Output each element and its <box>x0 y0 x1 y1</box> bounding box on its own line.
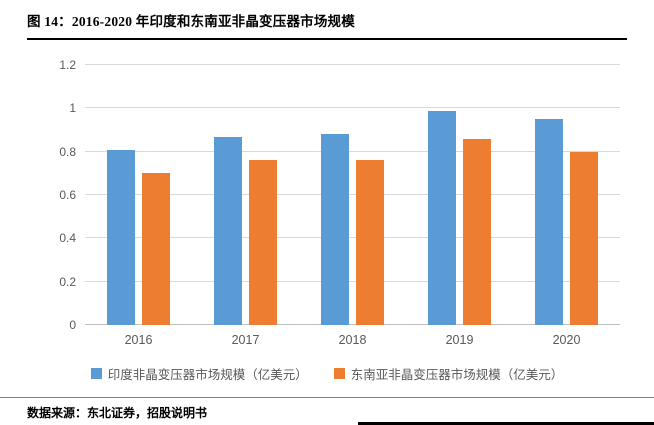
y-axis-tick-label: 1.2 <box>59 58 76 72</box>
x-axis-labels: 2016 2017 2018 2019 2020 <box>85 333 620 347</box>
chart-legend: 印度非晶变压器市场规模（亿美元） 东南亚非晶变压器市场规模（亿美元） <box>0 364 654 383</box>
bar-group-2017 <box>192 65 299 325</box>
y-axis-tick-label: 0.8 <box>59 144 76 159</box>
y-axis-tick-label: 0.2 <box>59 274 76 289</box>
y-axis-tick-label: 0 <box>69 318 76 332</box>
bar <box>570 151 598 325</box>
bar <box>321 134 349 325</box>
bar-groups <box>85 65 620 325</box>
bar <box>214 136 242 325</box>
bar <box>356 160 384 325</box>
gridline <box>85 237 620 239</box>
gridline <box>85 280 620 282</box>
y-axis-tick-label: 0.4 <box>59 231 76 246</box>
figure-title: 图 14：2016-2020 年印度和东南亚非晶变压器市场规模 <box>27 14 355 29</box>
gridline <box>85 64 620 65</box>
gridline <box>85 150 620 152</box>
figure-header: 图 14：2016-2020 年印度和东南亚非晶变压器市场规模 <box>27 10 627 40</box>
x-axis-tick-label: 2020 <box>552 333 581 347</box>
bar <box>428 110 456 325</box>
legend-swatch-icon <box>90 368 102 379</box>
y-axis-tick-label: 0.6 <box>59 188 76 202</box>
bar-chart-plot-area: 0 0.2 0.4 0.6 0.8 1 1.2 <box>59 58 620 332</box>
bar <box>249 160 277 325</box>
legend-swatch-icon <box>333 368 345 379</box>
x-axis-tick-label: 2019 <box>445 333 474 347</box>
bar-group-2018 <box>299 65 406 325</box>
legend-label: 东南亚非晶变压器市场规模（亿美元） <box>350 368 564 382</box>
bar <box>107 149 135 325</box>
gridline <box>85 194 620 195</box>
x-axis-tick-label: 2018 <box>338 333 367 347</box>
bar-group-2016 <box>85 65 192 325</box>
footer-divider <box>0 397 654 398</box>
x-axis-tick-label: 2016 <box>124 333 153 347</box>
legend-item: 东南亚非晶变压器市场规模（亿美元） <box>333 364 564 383</box>
x-axis-tick-label: 2017 <box>231 333 260 347</box>
bar-group-2020 <box>513 65 620 325</box>
data-source-text: 数据来源：东北证券，招股说明书 <box>27 406 208 420</box>
gridline <box>85 107 620 109</box>
bar <box>535 119 563 325</box>
x-axis-line <box>85 324 620 325</box>
bar <box>463 138 491 325</box>
bottom-border <box>358 422 654 425</box>
bar-group-2019 <box>406 65 513 325</box>
y-axis-tick-label: 1 <box>69 101 76 116</box>
bar <box>142 173 170 325</box>
legend-item: 印度非晶变压器市场规模（亿美元） <box>90 364 308 383</box>
legend-label: 印度非晶变压器市场规模（亿美元） <box>107 368 308 382</box>
